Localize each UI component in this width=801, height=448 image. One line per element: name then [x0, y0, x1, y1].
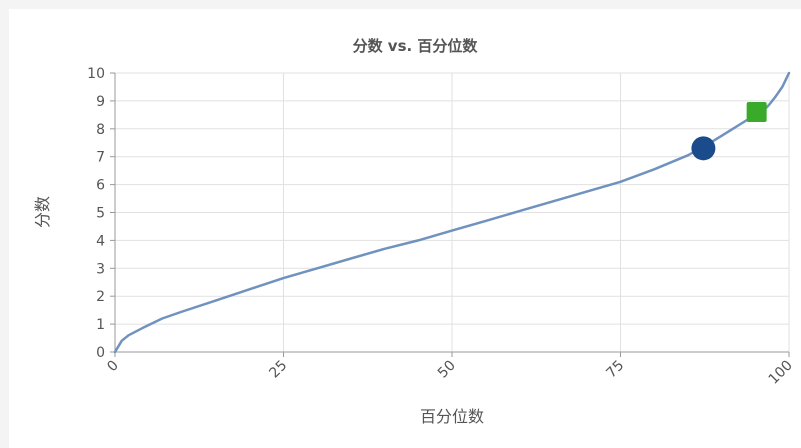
markers	[691, 102, 767, 161]
y-tick-label: 0	[96, 345, 105, 361]
y-tick-label: 4	[96, 233, 105, 249]
chart-title: 分数 vs. 百分位数	[353, 37, 479, 55]
x-tick-label: 100	[766, 358, 796, 388]
y-tick-label: 1	[96, 317, 105, 333]
chart-panel	[9, 9, 801, 448]
y-tick-label: 2	[96, 289, 105, 305]
y-tick-label: 6	[96, 178, 105, 194]
circle-marker	[691, 136, 716, 161]
square-marker	[746, 102, 767, 123]
y-tick-label: 3	[96, 261, 105, 277]
y-tick-label: 5	[96, 206, 105, 222]
x-tick-label: 50	[435, 358, 459, 382]
x-tick-label: 25	[266, 358, 290, 382]
y-tick-label: 7	[96, 150, 105, 166]
x-axis-ticks: 0 25 50 75 100	[104, 352, 796, 388]
y-axis-ticks: 0 1 2 3 4 5 6 7 8 9 10	[87, 66, 115, 361]
x-tick-label: 75	[603, 358, 627, 382]
y-tick-label: 9	[96, 94, 105, 110]
x-axis-title: 百分位数	[420, 407, 484, 426]
y-tick-label: 10	[87, 66, 105, 82]
x-tick-label: 0	[104, 358, 122, 376]
y-tick-label: 8	[96, 122, 105, 138]
y-axis-title: 分数	[33, 196, 52, 228]
